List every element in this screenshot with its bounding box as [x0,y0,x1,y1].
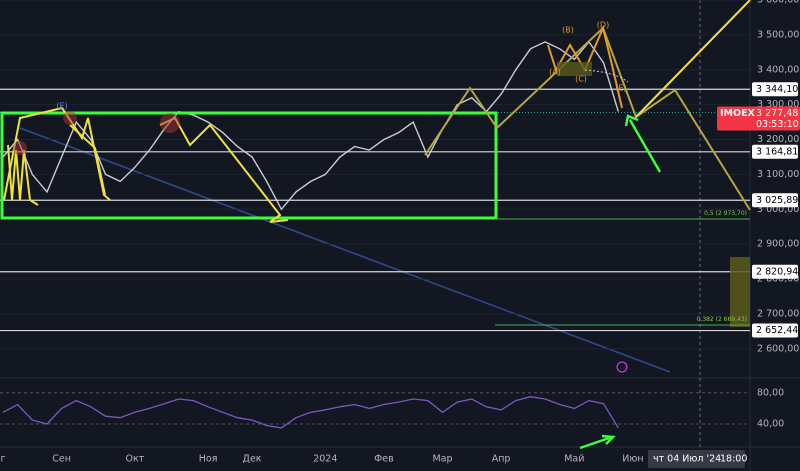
rsi-tick-label: 80,00 [757,387,784,398]
zone [557,62,592,76]
drawings: 0,5 (2 973,70) 0,382 (2 669,43) (B) (D) (A) (… [0,0,751,450]
y-tick-label: 3 100,00 [757,169,799,180]
wave-label: (E) [615,84,626,93]
x-tick-label: Апр [492,454,511,465]
wave-label: (B) [562,26,574,35]
rsi-tick-label: 40,00 [757,418,784,429]
y-tick-label: 2 600,00 [757,343,799,354]
y-tick-label: 3 200,00 [757,134,799,145]
y-tick-label: 3 400,00 [757,64,799,75]
wave-label: (A) [549,68,561,77]
last-price-label: 3 277,48 [756,108,798,119]
range-box [0,111,498,220]
last-price-box [717,106,800,131]
event-icon [616,361,628,373]
x-tick-label: 2024 [313,454,337,465]
wave-label: (E) [56,102,67,111]
x-tick-label: г [1,454,6,465]
y-tick-label: 3 300,00 [757,99,799,110]
level-label: 3 344,10 [756,84,798,95]
level-label: 3 164,81 [756,146,798,157]
level-box [752,323,798,338]
marker [63,111,77,125]
crosshair-time: 18:00 [720,454,747,465]
y-tick-label: 2 900,00 [757,239,799,250]
level-box [752,82,798,97]
trend-line [19,127,671,373]
y-tick-label: 2 700,00 [757,308,799,319]
crosshair-box [648,450,745,468]
zigzag [7,144,39,206]
drawings-under [19,127,671,373]
x-tick-label: Июн [622,454,643,465]
y-tick-label: 3 000,00 [757,204,799,215]
zigzag [69,124,106,196]
level-label: 2 652,44 [756,325,798,336]
y-tick-label: 3 600,00 [757,0,799,6]
x-tick-label: Мар [432,454,452,465]
wave-projection [635,0,751,118]
marker [13,141,27,155]
dashed-curve [584,69,629,83]
fib-label: 0,5 (2 973,70) [704,210,747,217]
marker [160,113,180,133]
fib-label: 0,382 (2 669,43) [697,316,747,323]
symbol-label: IMOEX [720,108,756,119]
level-label: 3 025,89 [756,195,798,206]
level-box [752,144,798,159]
level-box [752,193,798,208]
countdown-label: 03:53:10 [756,119,799,130]
y-tick-label: 3 500,00 [757,29,799,40]
wave-label: (D) [597,21,609,30]
x-tick-label: Дек [243,454,262,465]
level-label: 2 820,94 [756,266,798,277]
wave-label: (C) [575,75,587,84]
price-line [2,40,619,211]
x-tick-label: Фев [374,454,394,465]
x-tick-label: Ноя [199,454,218,465]
arrow-head [624,114,639,127]
plot [0,0,750,429]
crosshair-date: чт 04 Июл '24 [653,454,721,465]
arrow [628,119,662,173]
arrow [579,435,613,450]
rsi-line [2,396,619,429]
target-zone [730,257,750,327]
x-tick-label: Май [564,454,584,465]
arrow-head [601,434,616,445]
x-tick-label: Сен [52,454,71,465]
x-tick-label: Окт [125,454,144,465]
level-box [752,264,798,279]
y-tick-label: 2 800,00 [757,274,799,285]
